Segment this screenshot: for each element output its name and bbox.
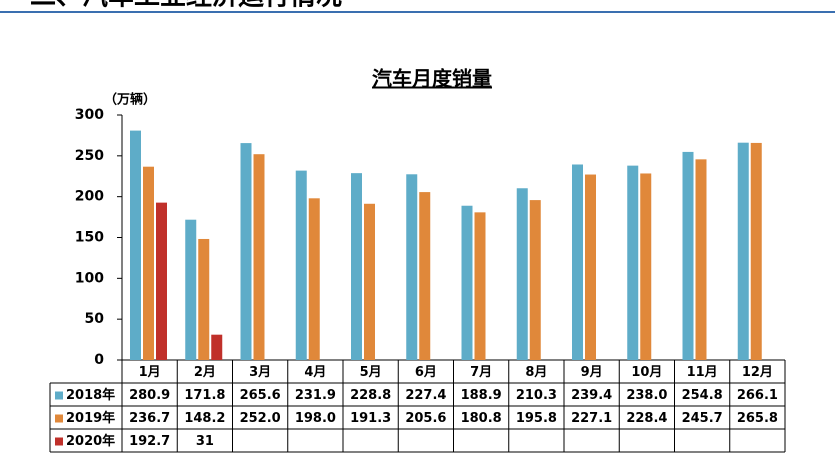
value-label: 192.7: [129, 434, 170, 449]
bar: [474, 212, 486, 360]
y-tick-label: 200: [75, 189, 104, 205]
x-tick-label: 1月: [139, 365, 161, 380]
bar: [143, 166, 154, 360]
legend-label: 2020年: [66, 433, 115, 449]
bar: [406, 174, 418, 360]
bar: [130, 130, 141, 360]
y-tick-label: 100: [75, 270, 104, 286]
value-label: 280.9: [129, 388, 170, 403]
bar: [750, 142, 762, 360]
bar: [185, 219, 197, 360]
bar: [695, 159, 707, 360]
bar: [198, 238, 210, 360]
value-label: 188.9: [461, 388, 502, 403]
x-tick-label: 10月: [631, 365, 662, 380]
value-label: 245.7: [682, 411, 723, 426]
legend-swatch: [55, 437, 63, 446]
value-label: 228.4: [626, 411, 667, 426]
x-tick-label: 8月: [525, 365, 547, 380]
x-tick-label: 9月: [581, 365, 603, 380]
value-label: 252.0: [240, 411, 281, 426]
legend-swatch: [55, 391, 63, 400]
chart-title: 汽车月度销量: [372, 67, 492, 91]
bar: [737, 142, 749, 360]
value-label: 265.8: [737, 411, 778, 426]
value-label: 205.6: [405, 411, 446, 426]
value-label: 231.9: [295, 388, 336, 403]
bar: [585, 174, 596, 360]
x-tick-label: 7月: [470, 365, 492, 380]
value-label: 31: [196, 434, 214, 449]
value-label: 239.4: [571, 388, 612, 403]
y-tick-label: 0: [94, 352, 104, 368]
bar: [572, 164, 583, 360]
x-tick-label: 3月: [249, 365, 271, 380]
value-label: 198.0: [295, 411, 336, 426]
y-tick-label: 50: [85, 311, 105, 327]
value-label: 191.3: [350, 411, 391, 426]
y-tick-label: 150: [75, 230, 104, 246]
value-label: 227.4: [405, 388, 446, 403]
value-label: 195.8: [516, 411, 557, 426]
x-tick-label: 12月: [742, 365, 773, 380]
legend-label: 2018年: [66, 387, 115, 403]
value-label: 148.2: [184, 411, 225, 426]
bar: [211, 334, 223, 360]
value-label: 254.8: [682, 388, 723, 403]
legend-label: 2019年: [66, 410, 115, 426]
bar: [640, 173, 652, 360]
value-label: 171.8: [184, 388, 225, 403]
bar: [419, 192, 431, 360]
y-tick-label: 250: [75, 148, 104, 164]
bar: [156, 202, 167, 360]
x-tick-label: 2月: [194, 365, 216, 380]
y-tick-label: 300: [75, 107, 104, 123]
bar: [351, 173, 362, 360]
bar: [461, 205, 473, 360]
bar: [253, 154, 265, 360]
legend-swatch: [55, 414, 63, 423]
x-tick-label: 4月: [304, 365, 326, 380]
value-label: 236.7: [129, 411, 170, 426]
bar: [627, 165, 639, 360]
bar: [240, 143, 252, 360]
header-title: 二、汽车工业经济运行情况: [30, 0, 342, 12]
bar: [295, 170, 307, 360]
value-label: 266.1: [737, 388, 778, 403]
x-tick-label: 6月: [415, 365, 437, 380]
value-label: 227.1: [571, 411, 612, 426]
value-label: 180.8: [461, 411, 502, 426]
bar: [308, 198, 320, 360]
bar: [682, 151, 694, 360]
bar: [529, 200, 541, 360]
bar: [516, 188, 528, 360]
y-axis-label: （万辆）: [104, 92, 156, 108]
bar: [364, 203, 375, 360]
value-label: 228.8: [350, 388, 391, 403]
value-label: 210.3: [516, 388, 557, 403]
x-tick-label: 11月: [687, 365, 718, 380]
x-tick-label: 5月: [360, 365, 382, 380]
value-label: 265.6: [240, 388, 281, 403]
value-label: 238.0: [626, 388, 667, 403]
